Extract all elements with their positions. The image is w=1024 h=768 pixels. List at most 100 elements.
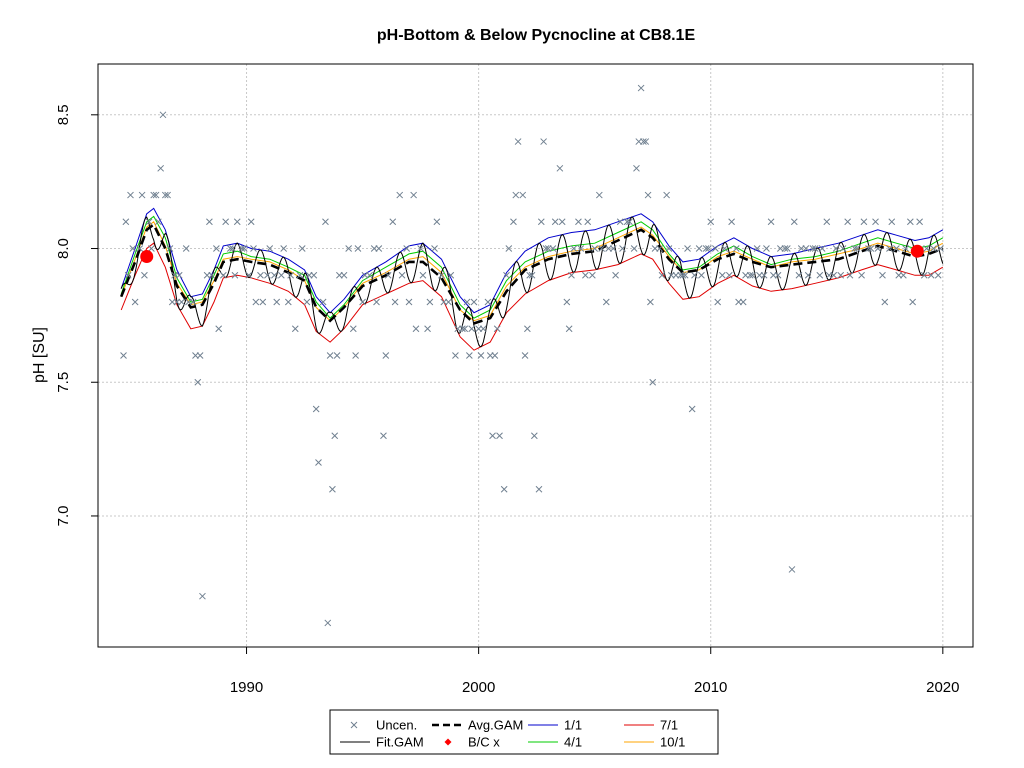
bc-markers [140,244,924,264]
data-point [461,325,469,333]
data-point [644,191,652,199]
data-point [238,245,246,252]
data-point [233,218,241,226]
data-point [872,218,879,226]
data-point [746,271,754,279]
data-point [846,271,854,279]
data-point [526,271,534,279]
data-point [568,271,575,279]
data-point [496,432,503,440]
data-point [865,245,872,252]
data-point [558,218,566,226]
data-point [649,378,657,386]
data-point [331,432,339,440]
data-point [642,138,650,145]
data-point [577,245,585,252]
y-tick-label: 8.0 [55,238,72,259]
legend-item: B/C x [444,735,500,750]
data-point [291,325,299,333]
data-point [788,566,796,573]
data-point [375,245,383,252]
legend-label: Fit.GAM [376,735,424,750]
data-point [804,271,812,279]
data-point [705,245,712,252]
data-point [860,218,868,226]
data-point [832,245,840,252]
data-point [141,271,148,279]
data-point [570,245,578,252]
data-point [528,271,536,279]
data-point [790,218,798,226]
legend-symbol-x [350,721,358,729]
data-point [503,271,510,279]
data-point [491,352,499,359]
data-point [303,298,311,306]
data-point [359,298,366,306]
data-point [851,245,858,252]
data-point [732,245,740,252]
legend-label: 1/1 [564,718,582,733]
data-point [271,271,278,279]
data-point [384,271,392,279]
data-point [266,245,274,252]
data-point [707,218,715,226]
data-point [322,218,329,226]
data-point [213,245,220,252]
data-point [582,271,589,279]
data-point [189,298,197,306]
data-point [781,245,789,252]
data-point [136,245,144,252]
data-point [658,271,666,279]
data-point [398,271,406,279]
data-point [298,245,306,252]
data-point [602,298,610,306]
data-point [310,271,318,279]
y-tick-label: 8.5 [55,104,72,125]
data-point [438,271,445,279]
data-point [424,325,431,333]
legend-label: 4/1 [564,735,582,750]
data-point [326,352,334,359]
data-point [479,325,487,333]
y-tick-label: 7.5 [55,372,72,393]
data-point [739,298,747,306]
data-point [656,245,664,252]
data-point [753,245,761,252]
data-point [154,218,162,226]
data-point [721,245,729,252]
legend-label: 7/1 [660,718,678,733]
data-point [426,298,434,306]
data-point [665,245,673,252]
series-line-1-1 [120,207,944,314]
data-point [194,378,202,386]
legend-label: 10/1 [660,735,685,750]
data-point [324,619,332,627]
data-point [906,218,914,226]
legend-item: 1/1 [528,718,582,733]
y-tick-label: 7.0 [55,506,72,527]
data-point [470,298,478,306]
data-point [226,245,234,252]
data-point [410,191,418,199]
data-point [595,191,603,199]
data-point [373,298,380,306]
data-point [623,218,631,226]
data-point [881,298,889,306]
data-point [749,271,756,279]
data-point [417,245,424,252]
data-point [556,164,564,172]
data-point [391,298,399,306]
legend-label: Uncen. [376,718,417,733]
legend-item: Fit.GAM [340,735,424,750]
data-point [489,432,496,440]
data-point [287,271,294,279]
data-point [714,298,722,306]
data-point [837,271,845,279]
data-point [763,245,770,252]
data-point [695,245,703,252]
x-tick-label: 2020 [926,679,959,696]
data-point [250,245,257,252]
data-point [626,218,633,226]
data-point [129,245,137,252]
